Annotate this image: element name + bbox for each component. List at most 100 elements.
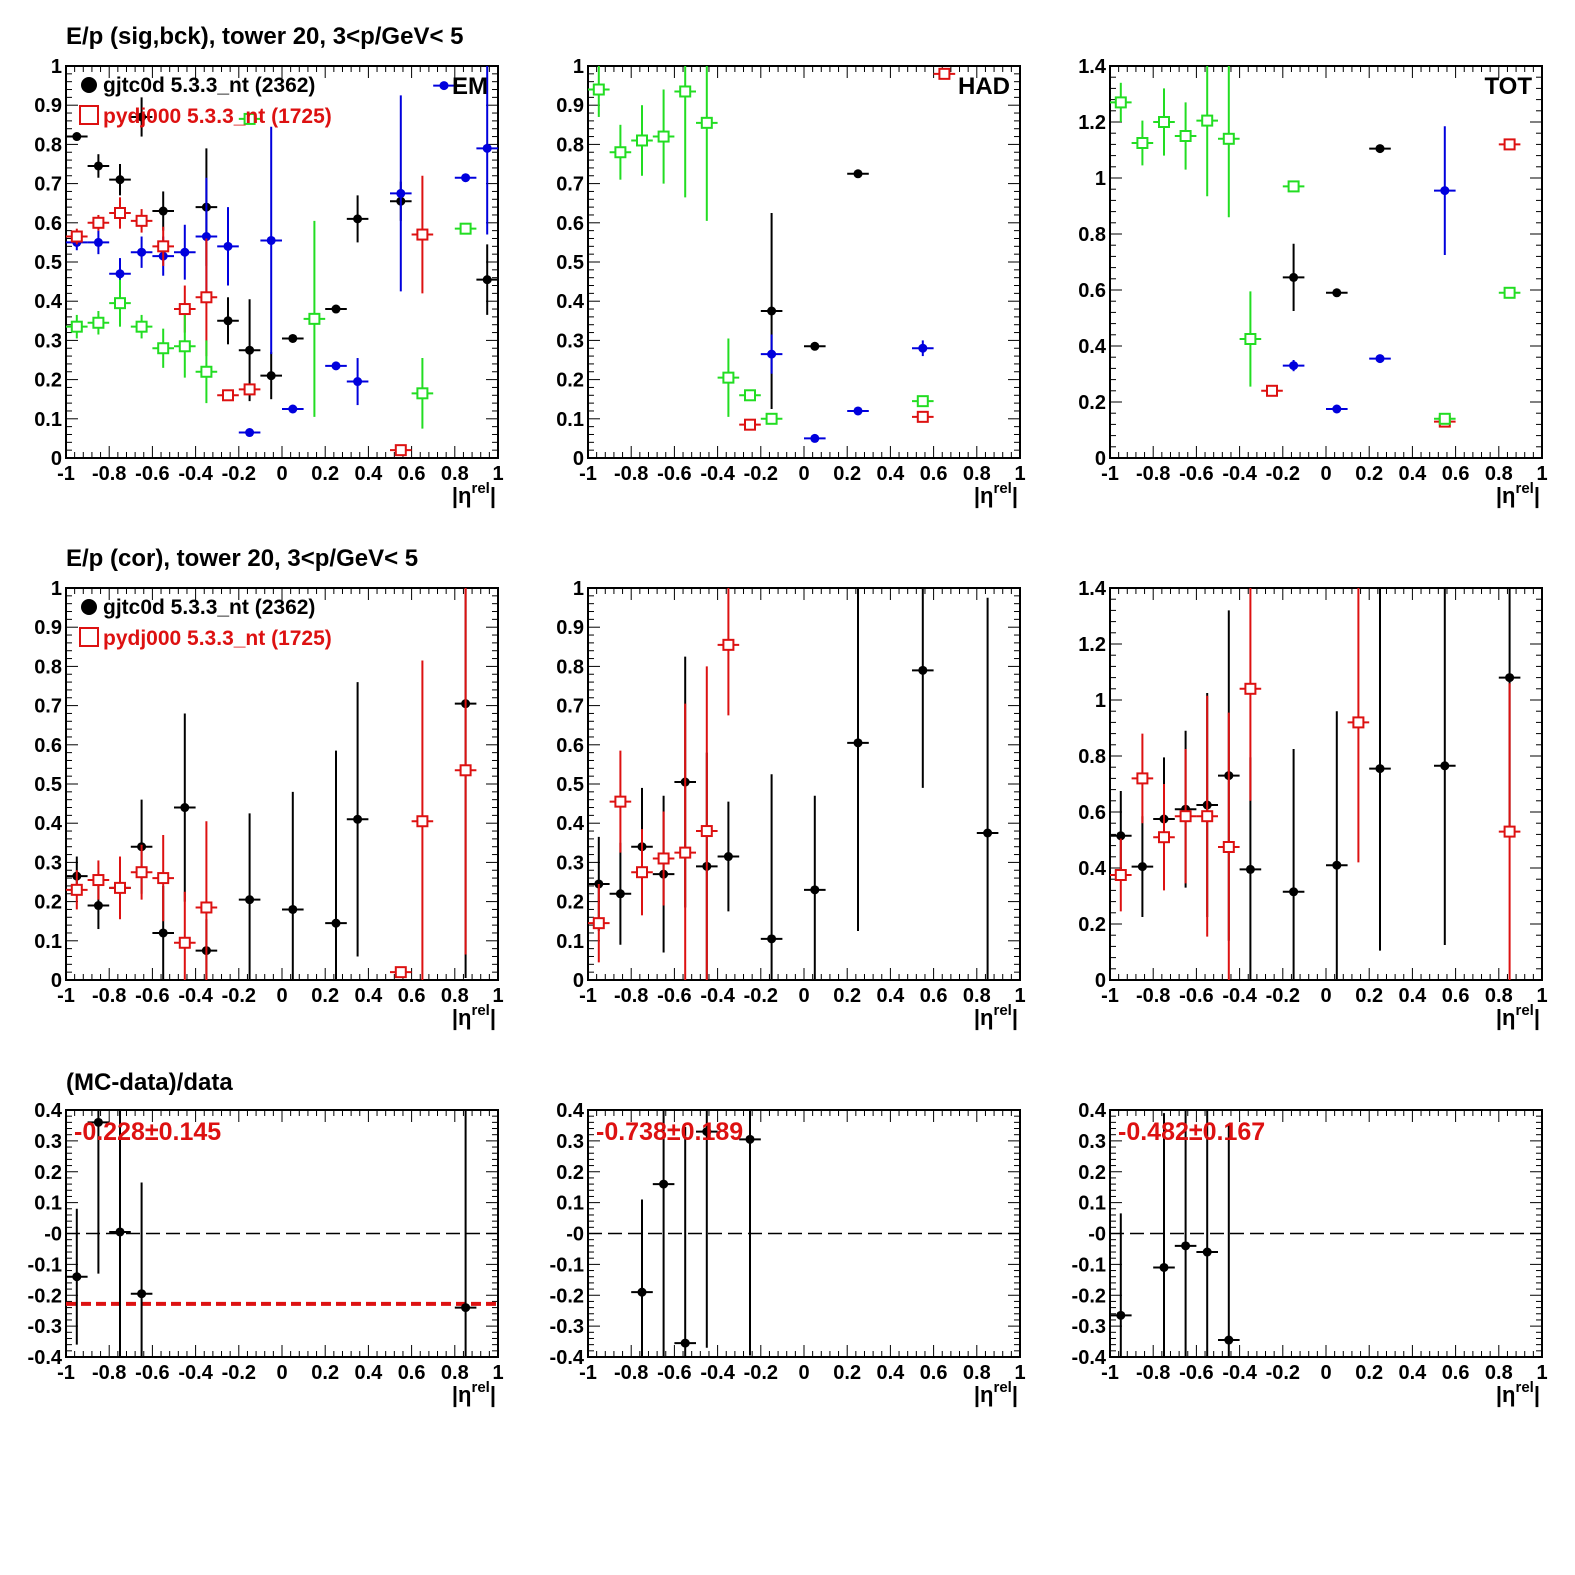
y-tick-label: 0.1 [34, 409, 62, 431]
x-tick-label: -0.2 [1266, 1362, 1300, 1384]
data-point [1136, 772, 1149, 785]
data-point [1287, 180, 1300, 193]
data-point [592, 917, 605, 930]
data-point [592, 83, 605, 96]
y-tick-label: 0 [573, 970, 584, 992]
y-tick-label: -0.1 [28, 1254, 62, 1276]
x-tick-label: 0 [276, 1362, 287, 1384]
data-point [810, 341, 820, 351]
data-point [201, 232, 211, 242]
x-tick-label: 0.6 [1442, 1362, 1470, 1384]
data-point [723, 852, 733, 862]
x-axis-label-sup: rel [993, 1379, 1011, 1396]
x-tick-label: 0.6 [920, 463, 948, 485]
x-tick-label: -1 [579, 1362, 597, 1384]
data-point [266, 235, 276, 245]
data-point [222, 389, 234, 402]
y-tick-label: 0.5 [556, 774, 584, 796]
data-point [1289, 272, 1299, 282]
y-tick-label: 0.3 [34, 852, 62, 874]
x-tick-label: 1 [1536, 463, 1547, 485]
y-tick-label: -0.4 [1072, 1347, 1107, 1369]
x-tick-label: 0.6 [398, 463, 426, 485]
x-tick-label: -0.6 [657, 985, 691, 1007]
y-tick-label: 0.2 [1078, 914, 1106, 936]
y-tick-label: 0.8 [556, 134, 584, 156]
x-axis-label-sup: rel [993, 1002, 1011, 1019]
data-point [1503, 286, 1516, 299]
x-tick-label: 0.2 [833, 1362, 861, 1384]
data-point [916, 410, 929, 423]
data-point [767, 934, 777, 944]
x-tick-label: 0.8 [963, 1362, 991, 1384]
legend-mc-marker [79, 105, 99, 125]
x-axis-label: |ηrel| [1496, 480, 1540, 508]
data-point [636, 866, 648, 879]
y-tick-label: 0.4 [1078, 336, 1107, 358]
y-tick-label: 0 [51, 448, 62, 470]
x-axis-label-close: | [1534, 1005, 1540, 1030]
data-point [1375, 144, 1385, 154]
y-tick-label: 1 [1095, 168, 1106, 190]
x-tick-label: 0.4 [354, 985, 383, 1007]
data-point [1181, 1241, 1191, 1251]
data-point [459, 222, 472, 235]
x-axis-label-sup: rel [993, 480, 1011, 497]
x-axis-label-sup: rel [1515, 1002, 1533, 1019]
data-point [1440, 186, 1450, 196]
legend-mc-label: pydj000 5.3.3_nt (1725) [103, 105, 332, 128]
x-axis-label-close: | [1012, 483, 1018, 508]
data-point [243, 383, 256, 396]
x-axis-label-close: | [490, 1005, 496, 1030]
data-point [394, 444, 407, 457]
x-tick-label: -1 [1101, 463, 1119, 485]
data-point [657, 130, 670, 143]
x-tick-label: -0.4 [1222, 985, 1257, 1007]
x-tick-label: 0.2 [833, 985, 861, 1007]
data-point [180, 803, 190, 813]
data-point [810, 885, 820, 895]
data-point [114, 207, 126, 219]
y-tick-label: 1.2 [1078, 634, 1106, 656]
data-point [1266, 384, 1278, 397]
x-tick-label: -1 [579, 985, 597, 1007]
data-point [114, 297, 126, 310]
x-tick-label: 1 [492, 1362, 503, 1384]
data-point [70, 883, 83, 896]
data-point [114, 881, 126, 894]
data-point [115, 1227, 125, 1237]
row-title-cor: E/p (cor), tower 20, 3<p/GeV< 5 [66, 545, 418, 572]
y-tick-label: 0.7 [556, 696, 584, 718]
data-point [1222, 841, 1235, 853]
legend-sigbck: gjtc0d 5.3.3_nt (2362) pydj000 5.3.3_nt … [79, 74, 332, 128]
y-tick-label: -0.2 [550, 1285, 584, 1307]
x-tick-label: 0.6 [920, 1362, 948, 1384]
y-tick-label: 0.4 [34, 1100, 63, 1122]
plot-frame [1109, 587, 1543, 981]
data-point [722, 371, 735, 384]
panel-cor-tot: -1 -0.8 -0.6 -0.4 -0.2 0 0.2 0.4 0.6 0.8 1 0 0.2 0.4 0… [1078, 578, 1547, 1030]
y-tick-label: -0.3 [28, 1316, 62, 1338]
x-tick-label: 0 [798, 985, 809, 1007]
fit-result-label: -0.228±0.145 [74, 1118, 221, 1146]
x-tick-label: 0.4 [876, 985, 905, 1007]
data-point [396, 188, 406, 198]
data-point [416, 387, 429, 400]
y-tick-label: 1 [1095, 690, 1106, 712]
data-point [1222, 132, 1235, 145]
y-tick-label: 1.4 [1078, 56, 1107, 78]
data-point [93, 901, 103, 911]
x-tick-label: -0.4 [178, 463, 213, 485]
data-point [918, 343, 928, 353]
data-point [810, 433, 820, 443]
y-tick-label: 0.5 [34, 252, 62, 274]
x-axis-label-sup: rel [471, 480, 489, 497]
x-axis-label-symbol: |η [1496, 483, 1516, 508]
data-point [1159, 1262, 1169, 1272]
data-point [135, 320, 148, 333]
data-point [439, 81, 449, 91]
data-point [92, 874, 105, 887]
y-tick-label: 0.6 [556, 213, 584, 235]
x-tick-label: 0.2 [833, 463, 861, 485]
y-tick-label: -0.1 [550, 1254, 584, 1276]
